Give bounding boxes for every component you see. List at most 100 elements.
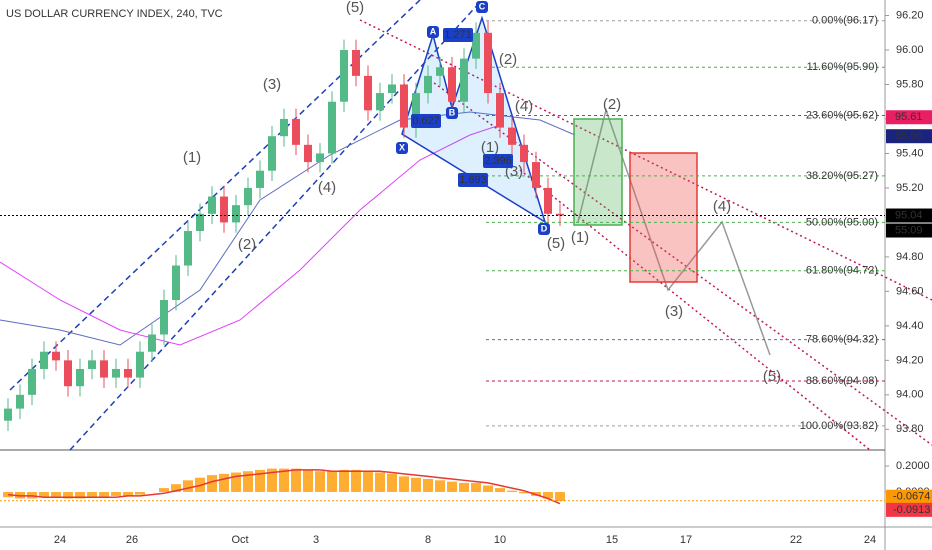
histogram-bar: [519, 492, 529, 494]
candle-body: [424, 75, 432, 94]
x-tick-label: 26: [126, 534, 138, 546]
fib-label: 11.60%(95.90): [807, 61, 878, 73]
histogram-bar: [471, 482, 481, 493]
y-tick-label: 94.40: [896, 320, 924, 332]
price-tag: [886, 208, 932, 223]
x-tick-label: 22: [790, 534, 802, 546]
histogram-bar: [171, 484, 181, 493]
pattern-point-box: [476, 1, 488, 13]
histogram-bar: [219, 473, 229, 493]
histogram-bar: [123, 492, 133, 496]
indicator-tag-label: -0.0913: [893, 504, 930, 516]
ratio-label: 2.396: [484, 155, 512, 167]
candle-body: [388, 84, 396, 94]
wave-label: (4): [318, 179, 336, 196]
fib-label: 0.00%(96.17): [812, 15, 878, 27]
x-tick-label: Oct: [231, 534, 248, 546]
x-tick-label: 8: [425, 534, 431, 546]
histogram-bar: [159, 488, 169, 493]
histogram-bar: [447, 481, 457, 493]
candle-body: [208, 196, 216, 214]
histogram-bar: [39, 492, 49, 498]
stop-box: [629, 152, 698, 283]
histogram-bar: [339, 469, 349, 493]
candle-body: [256, 170, 264, 188]
ratio-box: [411, 114, 441, 128]
candle-body: [292, 118, 300, 145]
histogram-bar: [87, 492, 97, 498]
histogram-bar: [423, 479, 433, 493]
candle-body: [448, 67, 456, 102]
candle-body: [76, 368, 84, 387]
candle-body: [460, 58, 468, 102]
candle-body: [148, 334, 156, 352]
candle-body: [124, 368, 132, 378]
pattern-point: D: [541, 223, 548, 233]
candle-body: [268, 136, 276, 171]
candle-body: [280, 118, 288, 137]
histogram-bar: [243, 471, 253, 493]
candle-body: [232, 205, 240, 223]
histogram-bar: [303, 469, 313, 493]
countdown: 55:09: [895, 224, 923, 236]
candle-body: [184, 231, 192, 266]
price-tag-label: 95.61: [895, 111, 923, 123]
pattern-point-box: [446, 107, 458, 119]
candle-body: [244, 187, 252, 206]
histogram-bar: [555, 492, 565, 502]
candle-body: [328, 101, 336, 154]
histogram-bar: [543, 492, 553, 499]
x-tick-label: 24: [54, 534, 66, 546]
histogram-bar: [111, 492, 121, 496]
wave-label: (3): [665, 303, 683, 320]
histogram-bar: [459, 482, 469, 493]
candle-body: [28, 368, 36, 395]
candle-body: [88, 360, 96, 369]
histogram-bar: [363, 471, 373, 493]
candle-body: [400, 84, 408, 128]
candle-body: [316, 153, 324, 163]
moving-average: [0, 124, 501, 346]
histogram-bar: [387, 473, 397, 493]
ratio-label: 1.693: [459, 174, 487, 186]
wave-label: (4): [515, 98, 533, 115]
fork-line: [429, 79, 932, 446]
countdown-box: [886, 223, 932, 238]
histogram-bar: [231, 472, 241, 493]
candle-body: [376, 93, 384, 111]
candle-body: [160, 300, 168, 335]
fib-label: 38.20%(95.27): [806, 170, 878, 182]
histogram-bar: [291, 468, 301, 493]
candle-body: [484, 32, 492, 94]
candle-body: [136, 351, 144, 378]
histogram-bar: [135, 492, 145, 495]
candle-body: [16, 394, 24, 409]
channel-line: [9, 0, 421, 391]
fork-line: [359, 19, 932, 301]
histogram-bar: [483, 485, 493, 493]
price-tag: [886, 110, 932, 125]
wave-label: (4): [713, 198, 731, 215]
histogram-bar: [399, 476, 409, 493]
x-tick-label: 10: [494, 534, 506, 546]
candle-body: [52, 351, 60, 361]
pattern-point: X: [399, 142, 405, 152]
histogram-bar: [411, 477, 421, 493]
x-tick-label: 3: [313, 534, 319, 546]
y-tick-label: 93.80: [896, 423, 924, 435]
fib-label: 50.00%(95.00): [806, 216, 878, 228]
pattern-point-box: [538, 223, 550, 235]
y-tick-label: 94.00: [896, 389, 924, 401]
candle-body: [196, 213, 204, 232]
wave-label: (1): [571, 229, 589, 246]
y-tick-label: 94.20: [896, 354, 924, 366]
price-tag-label: 95.50: [895, 130, 923, 142]
chart-title: US DOLLAR CURRENCY INDEX, 240, TVC: [6, 8, 223, 20]
projection-path: [577, 107, 771, 356]
y-tick-label: 0.2000: [896, 460, 930, 472]
wave-label: (5): [547, 235, 565, 252]
ratio-label: 1.271: [444, 29, 472, 41]
wave-label: (1): [481, 139, 499, 156]
candle-body: [412, 93, 420, 128]
